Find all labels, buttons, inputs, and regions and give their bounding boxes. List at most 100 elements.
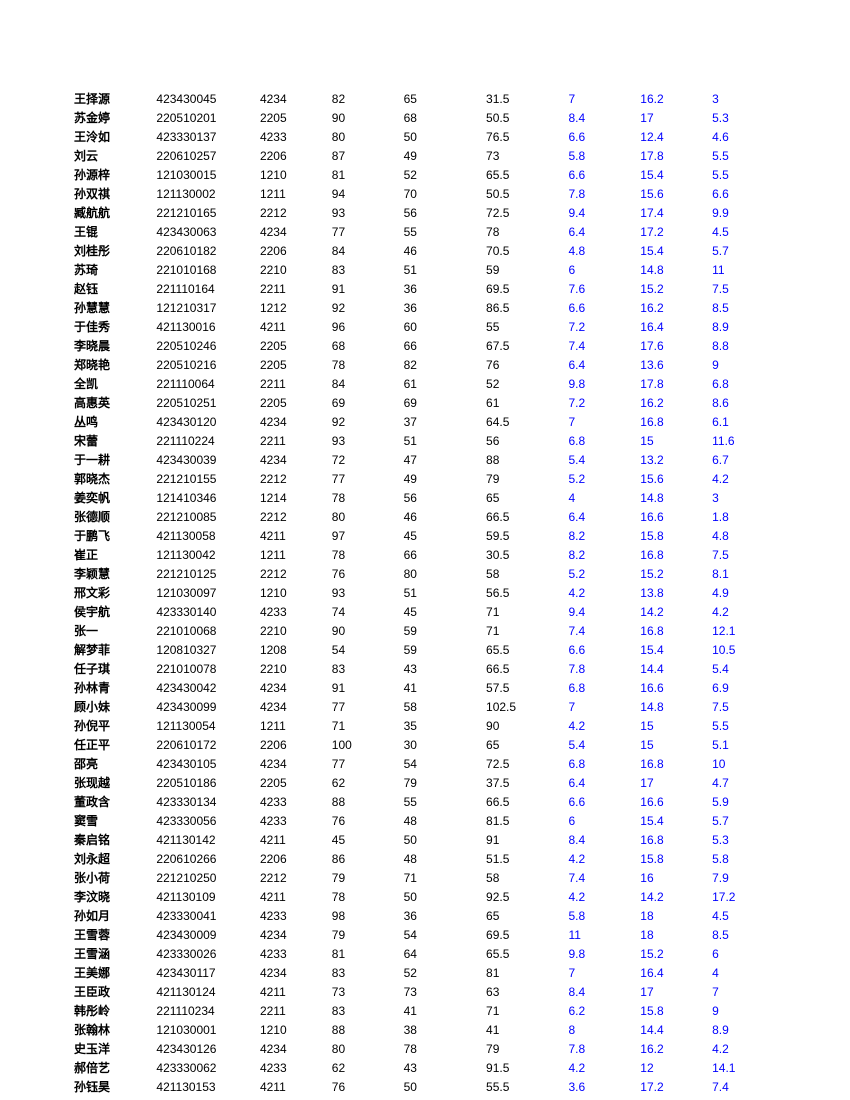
cell-c6: 50.5	[482, 109, 564, 128]
cell-c6: 70.5	[482, 242, 564, 261]
cell-c3: 4234	[256, 1040, 328, 1059]
cell-c5: 71	[400, 869, 482, 888]
cell-name: 孙慧慧	[70, 299, 152, 318]
table-row: 秦启铭42113014242114550918.416.85.3	[70, 831, 780, 850]
cell-c5: 36	[400, 299, 482, 318]
cell-c3: 4211	[256, 1078, 328, 1097]
table-row: 张现越2205101862205627937.56.4174.7	[70, 774, 780, 793]
cell-id: 421130153	[152, 1078, 256, 1097]
cell-c3: 4234	[256, 679, 328, 698]
cell-c7: 6.6	[564, 641, 636, 660]
cell-c7: 6.6	[564, 128, 636, 147]
cell-c8: 16.8	[636, 831, 708, 850]
cell-c4: 81	[328, 166, 400, 185]
cell-id: 423430126	[152, 1040, 256, 1059]
cell-id: 220610257	[152, 147, 256, 166]
cell-c8: 15.2	[636, 945, 708, 964]
cell-c6: 72.5	[482, 204, 564, 223]
cell-name: 侯宇航	[70, 603, 152, 622]
cell-name: 郑晓艳	[70, 356, 152, 375]
cell-id: 423330056	[152, 812, 256, 831]
cell-c9: 4.9	[708, 584, 780, 603]
cell-c4: 78	[328, 356, 400, 375]
table-row: 刘永超2206102662206864851.54.215.85.8	[70, 850, 780, 869]
table-row: 顾小妹42343009942347758102.5714.87.5	[70, 698, 780, 717]
cell-c5: 51	[400, 432, 482, 451]
cell-c6: 31.5	[482, 90, 564, 109]
cell-id: 120810327	[152, 641, 256, 660]
cell-name: 姜奕帆	[70, 489, 152, 508]
cell-c3: 2212	[256, 470, 328, 489]
cell-c7: 7.8	[564, 185, 636, 204]
cell-c7: 6	[564, 261, 636, 280]
cell-c6: 90	[482, 717, 564, 736]
cell-c3: 2205	[256, 109, 328, 128]
cell-name: 李颖慧	[70, 565, 152, 584]
table-row: 王臣政42113012442117373638.4177	[70, 983, 780, 1002]
cell-c5: 66	[400, 546, 482, 565]
cell-c3: 4234	[256, 926, 328, 945]
cell-c7: 4.2	[564, 850, 636, 869]
cell-c8: 15.2	[636, 280, 708, 299]
cell-c8: 15.4	[636, 641, 708, 660]
cell-c6: 81	[482, 964, 564, 983]
cell-c4: 45	[328, 831, 400, 850]
cell-c5: 50	[400, 128, 482, 147]
cell-c9: 3	[708, 90, 780, 109]
cell-id: 423330134	[152, 793, 256, 812]
cell-c8: 15.4	[636, 242, 708, 261]
cell-c8: 15.8	[636, 527, 708, 546]
table-row: 窦雪4233300564233764881.5615.45.7	[70, 812, 780, 831]
cell-id: 220510201	[152, 109, 256, 128]
table-row: 王锟42343006342347755786.417.24.5	[70, 223, 780, 242]
cell-c8: 17.4	[636, 204, 708, 223]
cell-c6: 81.5	[482, 812, 564, 831]
cell-id: 423430063	[152, 223, 256, 242]
cell-c8: 16.4	[636, 964, 708, 983]
cell-c8: 17.8	[636, 147, 708, 166]
cell-c3: 4234	[256, 964, 328, 983]
cell-c8: 15.2	[636, 565, 708, 584]
cell-c5: 68	[400, 109, 482, 128]
table-row: 郑晓艳22051021622057882766.413.69	[70, 356, 780, 375]
cell-c6: 65.5	[482, 166, 564, 185]
cell-c3: 2210	[256, 622, 328, 641]
cell-c7: 4.2	[564, 584, 636, 603]
cell-id: 220510251	[152, 394, 256, 413]
cell-c8: 16.2	[636, 299, 708, 318]
cell-c6: 56	[482, 432, 564, 451]
cell-c3: 2212	[256, 869, 328, 888]
cell-c8: 14.2	[636, 888, 708, 907]
cell-c9: 6.8	[708, 375, 780, 394]
cell-id: 221110164	[152, 280, 256, 299]
cell-id: 121410346	[152, 489, 256, 508]
cell-c3: 4211	[256, 527, 328, 546]
cell-c9: 9.9	[708, 204, 780, 223]
cell-c6: 65.5	[482, 945, 564, 964]
table-row: 高惠英22051025122056969617.216.28.6	[70, 394, 780, 413]
cell-c4: 77	[328, 223, 400, 242]
cell-c7: 8	[564, 1021, 636, 1040]
cell-id: 221210085	[152, 508, 256, 527]
cell-c9: 3	[708, 489, 780, 508]
cell-c8: 16.6	[636, 508, 708, 527]
cell-c9: 8.1	[708, 565, 780, 584]
cell-c3: 4234	[256, 90, 328, 109]
cell-c5: 65	[400, 90, 482, 109]
cell-c6: 67.5	[482, 337, 564, 356]
cell-c7: 11	[564, 926, 636, 945]
cell-c3: 2211	[256, 375, 328, 394]
table-row: 宋蕾22111022422119351566.81511.6	[70, 432, 780, 451]
table-row: 赵钰2211101642211913669.57.615.27.5	[70, 280, 780, 299]
cell-c9: 6.7	[708, 451, 780, 470]
cell-name: 顾小妹	[70, 698, 152, 717]
table-row: 孙倪平12113005412117135904.2155.5	[70, 717, 780, 736]
table-row: 张德顺2212100852212804666.56.416.61.8	[70, 508, 780, 527]
cell-name: 解梦菲	[70, 641, 152, 660]
table-row: 崔正1211300421211786630.58.216.87.5	[70, 546, 780, 565]
cell-c9: 4.7	[708, 774, 780, 793]
cell-c4: 72	[328, 451, 400, 470]
cell-c3: 2211	[256, 1002, 328, 1021]
cell-c8: 15.6	[636, 185, 708, 204]
cell-c5: 78	[400, 1040, 482, 1059]
